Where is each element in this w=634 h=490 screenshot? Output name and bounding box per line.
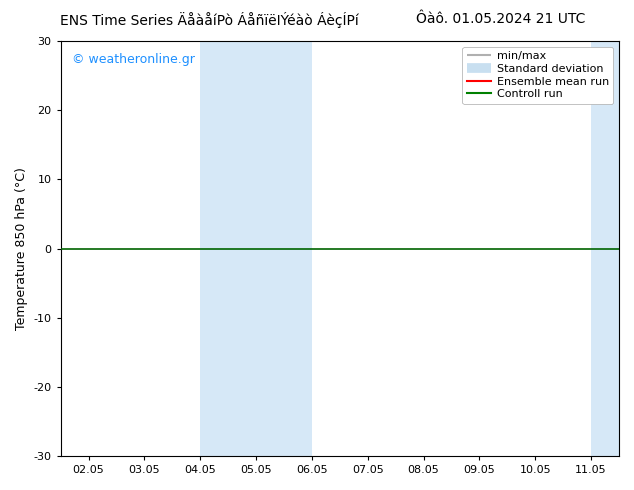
Bar xyxy=(200,41,312,456)
Bar xyxy=(591,41,634,456)
Legend: min/max, Standard deviation, Ensemble mean run, Controll run: min/max, Standard deviation, Ensemble me… xyxy=(462,47,614,104)
Text: © weatheronline.gr: © weatheronline.gr xyxy=(72,53,195,67)
Text: Ôàô. 01.05.2024 21 UTC: Ôàô. 01.05.2024 21 UTC xyxy=(416,12,586,26)
Text: ENS Time Series ÄåàåíPò ÁåñïëIÝéàò ÁèçÍPí: ENS Time Series ÄåàåíPò ÁåñïëIÝéàò ÁèçÍP… xyxy=(60,12,359,28)
Y-axis label: Temperature 850 hPa (°C): Temperature 850 hPa (°C) xyxy=(15,167,28,330)
